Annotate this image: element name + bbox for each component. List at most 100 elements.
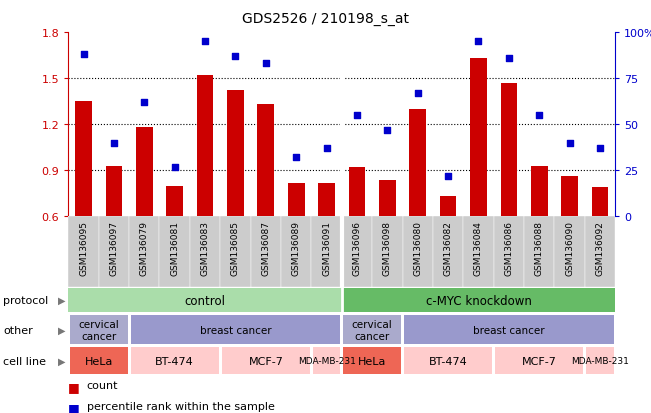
- Bar: [555, 217, 585, 287]
- Point: [382, 127, 393, 134]
- Bar: [68, 217, 99, 287]
- Point: [534, 112, 544, 119]
- Bar: [281, 217, 311, 287]
- Bar: [227, 91, 243, 309]
- Point: [595, 145, 605, 152]
- Bar: [524, 217, 555, 287]
- Text: ▶: ▶: [57, 325, 65, 335]
- Point: [230, 54, 241, 60]
- Bar: [495, 347, 583, 374]
- Text: GSM136083: GSM136083: [201, 221, 210, 275]
- Text: BT-474: BT-474: [156, 356, 194, 366]
- Bar: [585, 217, 615, 287]
- Text: GSM136090: GSM136090: [565, 221, 574, 275]
- Text: GSM136091: GSM136091: [322, 221, 331, 275]
- Text: MCF-7: MCF-7: [522, 356, 557, 366]
- Text: HeLa: HeLa: [358, 356, 386, 366]
- Bar: [288, 183, 305, 309]
- Bar: [136, 128, 152, 309]
- Text: ■: ■: [68, 380, 84, 393]
- Bar: [592, 188, 608, 309]
- Text: GSM136092: GSM136092: [596, 221, 605, 275]
- Point: [443, 173, 453, 180]
- Text: GDS2526 / 210198_s_at: GDS2526 / 210198_s_at: [242, 12, 409, 26]
- Bar: [379, 180, 396, 309]
- Bar: [470, 59, 487, 309]
- Text: GSM136098: GSM136098: [383, 221, 392, 275]
- Text: HeLa: HeLa: [85, 356, 113, 366]
- Text: cervical
cancer: cervical cancer: [352, 319, 393, 341]
- Bar: [464, 217, 493, 287]
- Point: [352, 112, 362, 119]
- Bar: [99, 217, 129, 287]
- Text: GSM136084: GSM136084: [474, 221, 483, 275]
- Text: GSM136087: GSM136087: [261, 221, 270, 275]
- Bar: [348, 168, 365, 309]
- Bar: [105, 166, 122, 309]
- Text: GSM136081: GSM136081: [170, 221, 179, 275]
- Bar: [131, 315, 340, 344]
- Bar: [70, 315, 128, 344]
- Text: control: control: [185, 294, 225, 307]
- Text: GSM136080: GSM136080: [413, 221, 422, 275]
- Bar: [222, 347, 310, 374]
- Text: MDA-MB-231: MDA-MB-231: [571, 356, 629, 366]
- Bar: [197, 76, 214, 309]
- Text: ▶: ▶: [57, 356, 65, 366]
- Text: MCF-7: MCF-7: [249, 356, 283, 366]
- Point: [139, 100, 150, 106]
- Text: protocol: protocol: [3, 295, 49, 306]
- Point: [260, 61, 271, 68]
- Bar: [342, 217, 372, 287]
- Bar: [257, 105, 274, 309]
- Text: MDA-MB-231: MDA-MB-231: [298, 356, 355, 366]
- Bar: [220, 217, 251, 287]
- Bar: [311, 217, 342, 287]
- Bar: [433, 217, 464, 287]
- Text: count: count: [87, 380, 118, 390]
- Text: GSM136095: GSM136095: [79, 221, 88, 275]
- Bar: [313, 347, 340, 374]
- Point: [109, 140, 119, 147]
- Bar: [70, 347, 128, 374]
- Text: breast cancer: breast cancer: [200, 325, 271, 335]
- Bar: [343, 347, 401, 374]
- Bar: [587, 347, 614, 374]
- Text: ■: ■: [68, 401, 84, 413]
- Bar: [409, 109, 426, 309]
- Point: [78, 52, 89, 58]
- Point: [291, 155, 301, 161]
- Text: GSM136082: GSM136082: [443, 221, 452, 275]
- Bar: [129, 217, 159, 287]
- Bar: [159, 217, 190, 287]
- Text: GSM136088: GSM136088: [534, 221, 544, 275]
- Text: GSM136097: GSM136097: [109, 221, 118, 275]
- Text: GSM136086: GSM136086: [505, 221, 514, 275]
- Bar: [76, 102, 92, 309]
- Text: breast cancer: breast cancer: [473, 325, 545, 335]
- Point: [564, 140, 575, 147]
- Bar: [561, 177, 578, 309]
- Bar: [372, 217, 402, 287]
- Bar: [166, 186, 183, 309]
- Text: GSM136096: GSM136096: [352, 221, 361, 275]
- Point: [413, 90, 423, 97]
- Text: percentile rank within the sample: percentile rank within the sample: [87, 401, 275, 411]
- Text: ▶: ▶: [57, 295, 65, 306]
- Text: cervical
cancer: cervical cancer: [78, 319, 119, 341]
- Bar: [68, 288, 342, 313]
- Text: BT-474: BT-474: [429, 356, 467, 366]
- Point: [169, 164, 180, 171]
- Text: cell line: cell line: [3, 356, 46, 366]
- Bar: [404, 315, 614, 344]
- Bar: [493, 217, 524, 287]
- Bar: [439, 197, 456, 309]
- Bar: [531, 166, 547, 309]
- Text: other: other: [3, 325, 33, 335]
- Bar: [343, 315, 401, 344]
- Bar: [131, 347, 219, 374]
- Point: [322, 145, 332, 152]
- Point: [504, 55, 514, 62]
- Bar: [190, 217, 220, 287]
- Bar: [318, 183, 335, 309]
